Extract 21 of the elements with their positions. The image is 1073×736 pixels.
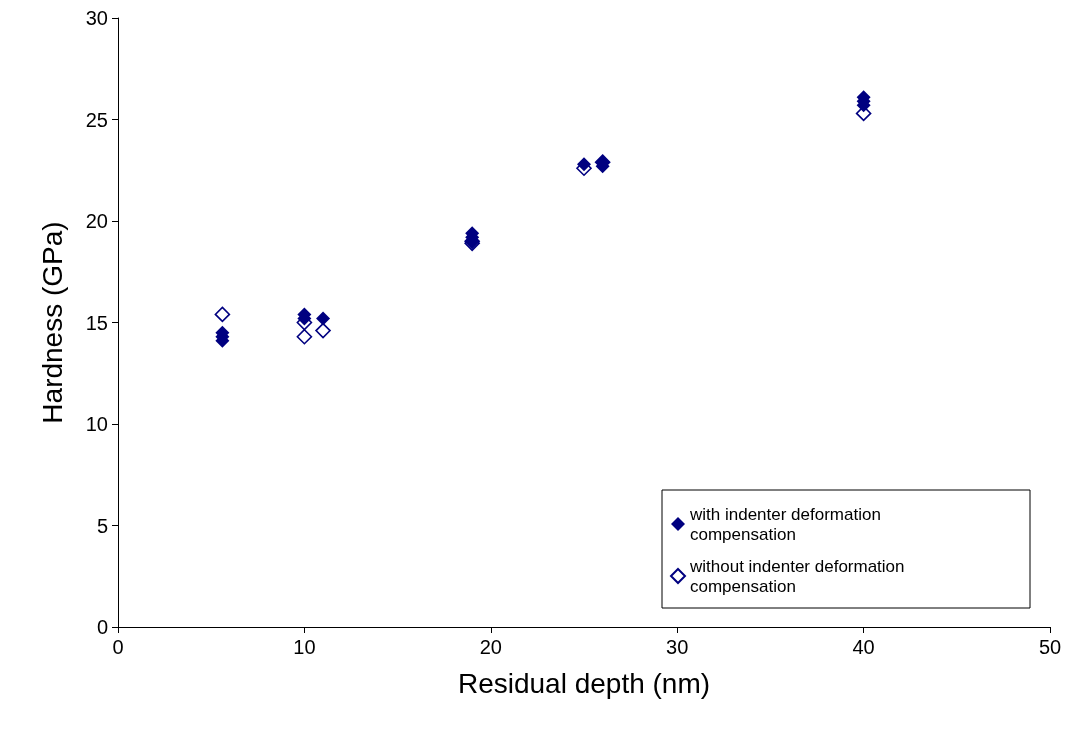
y-tick-label: 30 [85, 7, 108, 29]
x-tick-label: 10 [293, 636, 316, 658]
y-axis-title: Hardness (GPa) [36, 221, 68, 424]
x-tick-label: 0 [112, 636, 124, 658]
x-tick-label: 40 [852, 636, 875, 658]
x-tick-label: 20 [479, 636, 502, 658]
y-tick-label: 10 [85, 413, 108, 435]
y-tick-label: 5 [96, 514, 108, 537]
y-tick-label: 20 [85, 210, 108, 232]
legend-label: with indenter deformation compensation [689, 504, 886, 544]
x-tick-label: 50 [1038, 636, 1062, 658]
point [296, 328, 313, 345]
legend-label: without indenter deformation compensation [689, 556, 910, 596]
point [214, 306, 231, 323]
y-tick-label: 25 [85, 108, 108, 131]
x-axis-title: Residual depth (nm) [457, 667, 711, 699]
point [316, 311, 331, 326]
point [315, 322, 331, 339]
y-tick-label: 0 [96, 616, 108, 638]
x-tick-label: 30 [666, 636, 689, 658]
y-tick-label: 15 [85, 311, 108, 334]
